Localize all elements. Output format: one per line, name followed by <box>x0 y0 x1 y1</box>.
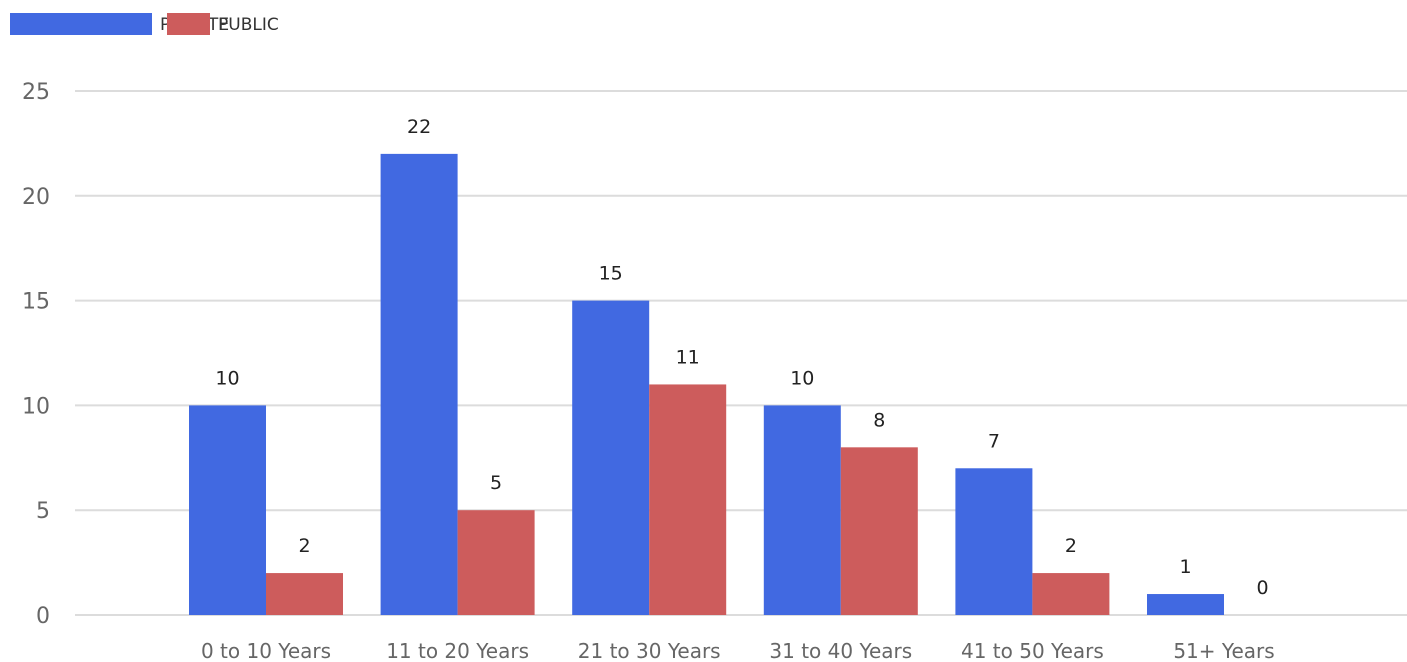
x-axis: 0 to 10 Years 11 to 20 Years 21 to 30 Year… <box>201 639 1275 662</box>
gridlines <box>75 90 1407 616</box>
x-tick-label: 31 to 40 Years <box>769 639 912 662</box>
bar-public-3[interactable] <box>840 447 918 615</box>
data-label-private-2: 15 <box>599 263 623 285</box>
y-tick-label: 25 <box>22 80 50 105</box>
legend-swatch-private <box>10 13 152 35</box>
x-tick-label: 51+ Years <box>1173 639 1274 662</box>
x-tick-label: 41 to 50 Years <box>961 639 1104 662</box>
bar-private-0[interactable] <box>189 405 266 615</box>
bar-public-1[interactable] <box>457 510 535 615</box>
data-label-private-5: 1 <box>1179 556 1191 578</box>
data-label-public-2: 11 <box>676 346 700 368</box>
bar-private-4[interactable] <box>955 468 1033 615</box>
y-tick-label: 20 <box>22 185 50 210</box>
y-tick-label: 10 <box>22 394 50 419</box>
data-label-public-1: 5 <box>490 472 502 494</box>
bar-private-2[interactable] <box>572 300 650 615</box>
bar-private-1[interactable] <box>380 153 458 615</box>
x-tick-label: 0 to 10 Years <box>201 639 331 662</box>
data-label-private-0: 10 <box>215 367 239 389</box>
y-axis: 0 5 10 15 20 25 <box>22 80 50 629</box>
x-tick-label: 21 to 30 Years <box>578 639 721 662</box>
legend: PRIVATE PUBLIC <box>10 13 279 35</box>
legend-label-public: PUBLIC <box>218 15 279 35</box>
data-label-public-5: 0 <box>1256 577 1268 599</box>
y-tick-label: 5 <box>36 499 50 524</box>
data-label-private-1: 22 <box>407 116 431 138</box>
x-tick-label: 11 to 20 Years <box>386 639 529 662</box>
bar-private-5[interactable] <box>1147 594 1224 615</box>
legend-swatch-public <box>167 13 210 35</box>
data-label-private-4: 7 <box>988 430 1000 452</box>
bar-public-0[interactable] <box>266 573 343 615</box>
data-label-private-3: 10 <box>790 367 814 389</box>
bar-private-3[interactable] <box>763 405 841 615</box>
bars <box>189 153 1224 615</box>
data-label-public-4: 2 <box>1065 535 1077 557</box>
y-tick-label: 0 <box>36 604 50 629</box>
data-label-public-0: 2 <box>298 535 310 557</box>
data-label-public-3: 8 <box>873 409 885 431</box>
bar-public-4[interactable] <box>1032 573 1110 615</box>
legend-item-public[interactable]: PUBLIC <box>167 13 279 35</box>
bar-public-2[interactable] <box>649 384 727 615</box>
y-tick-label: 15 <box>22 290 50 315</box>
